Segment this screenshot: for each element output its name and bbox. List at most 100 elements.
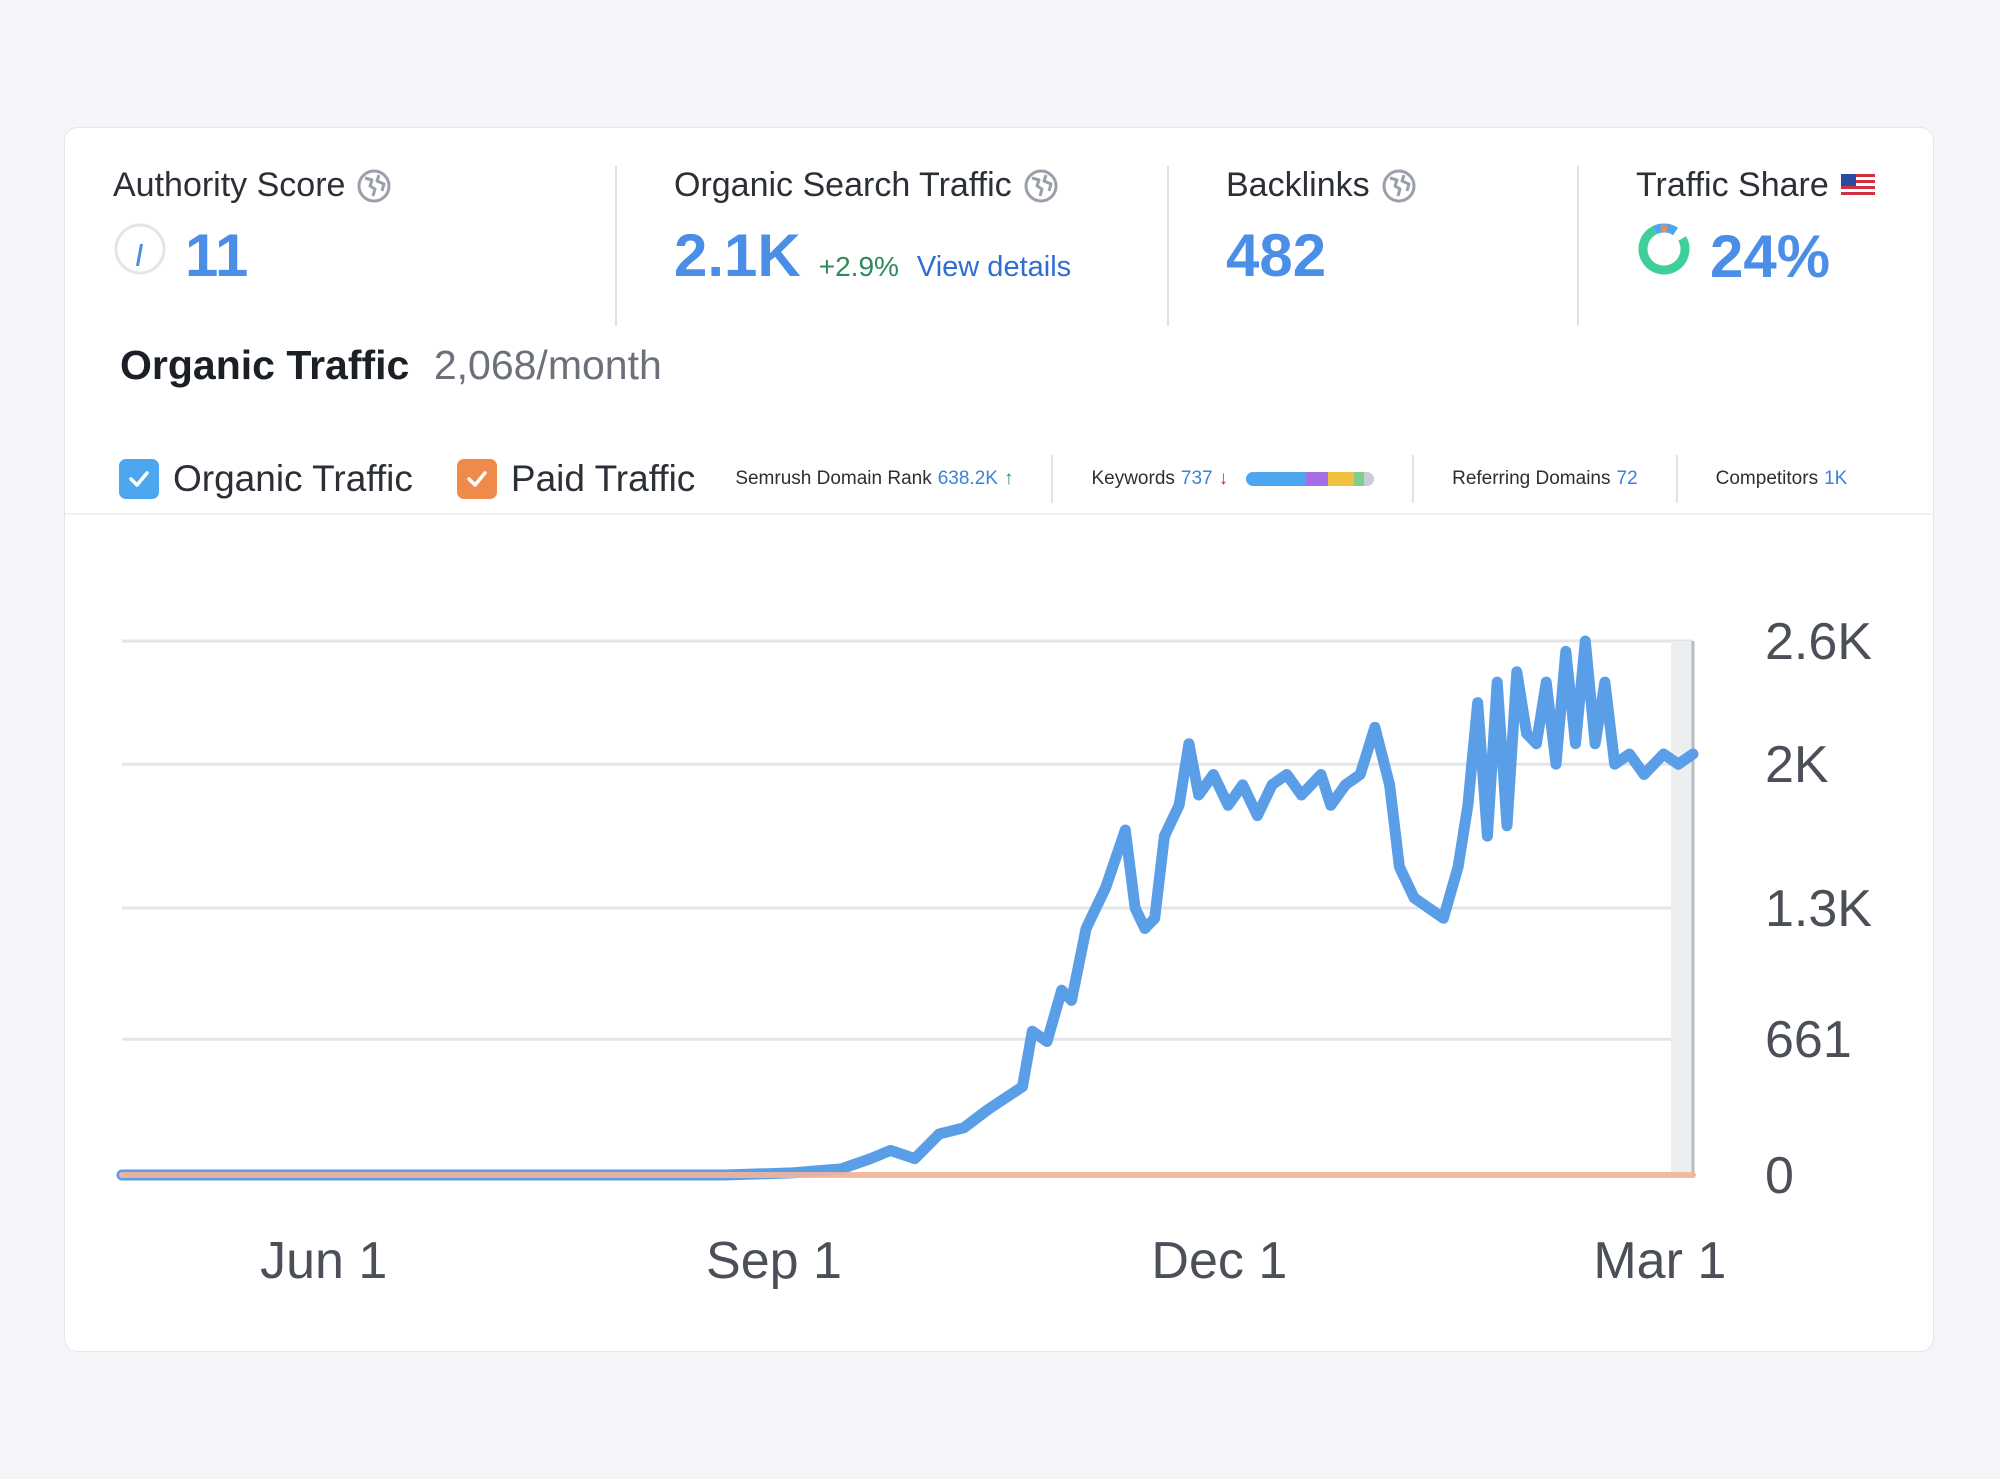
traffic-share-label: Traffic Share <box>1636 166 1829 204</box>
us-flag-icon <box>1840 173 1875 198</box>
data-point <box>1591 739 1600 748</box>
keywords-stat[interactable]: Keywords 737 ↓ <box>1091 468 1375 490</box>
domain-rank-label: Semrush Domain Rank <box>735 468 932 489</box>
data-point <box>1424 904 1433 912</box>
y-tick-label: 2.6K <box>1765 613 1872 671</box>
traffic-share-metric: Traffic Share 24% <box>1636 166 1875 291</box>
data-point <box>1082 924 1091 933</box>
organic-search-traffic-metric: Organic Search Traffic 2.1K +2.9% View d… <box>674 166 1071 290</box>
paid-traffic-checkbox[interactable] <box>456 459 497 499</box>
organic-search-traffic-value[interactable]: 2.1K <box>674 222 801 289</box>
data-point <box>1067 996 1076 1005</box>
domain-rank-stat[interactable]: Semrush Domain Rank 638.2K ↑ <box>735 468 1013 490</box>
data-point <box>1542 678 1551 687</box>
metric-divider <box>615 166 617 326</box>
authority-score-value[interactable]: 11 <box>185 222 249 289</box>
data-point <box>1209 770 1218 779</box>
keywords-label: Keywords <box>1091 468 1175 489</box>
data-point <box>1131 904 1140 912</box>
data-point <box>1493 678 1502 687</box>
view-details-link[interactable]: View details <box>916 251 1072 283</box>
data-point <box>1268 780 1277 789</box>
data-point <box>1674 760 1683 769</box>
data-point <box>1140 924 1149 933</box>
data-point <box>1018 1082 1027 1091</box>
competitors-stat[interactable]: Competitors 1K <box>1716 468 1848 490</box>
data-point <box>1238 780 1247 789</box>
data-point <box>1224 801 1233 810</box>
organic-traffic-legend-label[interactable]: Organic Traffic <box>173 458 413 499</box>
data-point <box>1356 770 1365 779</box>
globe-icon[interactable] <box>1382 169 1416 203</box>
data-point <box>1160 832 1169 841</box>
data-point <box>1297 791 1306 800</box>
traffic-share-donut-icon <box>1638 223 1690 275</box>
y-tick-label: 2K <box>1765 736 1829 794</box>
section-title: Organic Traffic <box>120 342 410 388</box>
data-point <box>1121 825 1130 834</box>
metric-divider <box>1167 166 1169 326</box>
x-tick-label: Sep 1 <box>706 1232 842 1290</box>
keywords-distribution-bar <box>1246 472 1375 486</box>
chart-controls-row: Organic Traffic Paid Traffic Semrush Dom… <box>119 452 1847 506</box>
globe-icon[interactable] <box>357 169 391 203</box>
paid-traffic-legend-label[interactable]: Paid Traffic <box>510 458 696 499</box>
data-point <box>1581 637 1590 645</box>
referring-domains-stat[interactable]: Referring Domains 72 <box>1452 468 1638 490</box>
referring-domains-label: Referring Domains <box>1452 468 1611 489</box>
data-point <box>1640 770 1649 779</box>
organic-traffic-heading: Organic Traffic 2,068/month <box>120 342 662 389</box>
backlinks-metric: Backlinks 482 <box>1226 166 1416 290</box>
organic-traffic-checkbox[interactable] <box>119 459 159 499</box>
stat-divider <box>1412 455 1415 503</box>
data-point <box>1439 914 1448 923</box>
data-point <box>1042 1037 1051 1046</box>
data-point <box>1600 678 1609 687</box>
data-point <box>886 1146 895 1155</box>
globe-icon[interactable] <box>1024 169 1058 203</box>
x-tick-label: Dec 1 <box>1151 1232 1287 1290</box>
data-point <box>1341 780 1350 789</box>
data-point <box>1194 791 1203 800</box>
data-point <box>1385 780 1394 789</box>
data-point <box>1410 893 1419 902</box>
stat-divider <box>1675 455 1678 503</box>
organic-traffic-chart[interactable]: 2.6K 2K 1.3K 661 0 Jun 1 Sep 1 Dec 1 Mar 1 <box>65 128 1934 1352</box>
data-point <box>1532 739 1541 748</box>
backlinks-value[interactable]: 482 <box>1226 222 1327 289</box>
traffic-change-badge: +2.9% <box>818 251 899 282</box>
data-point <box>1503 821 1512 830</box>
checkmark-icon <box>129 471 149 487</box>
data-point <box>1571 739 1580 748</box>
traffic-share-value[interactable]: 24% <box>1710 223 1831 290</box>
data-point <box>1512 667 1521 676</box>
data-point <box>1625 749 1634 758</box>
data-point <box>837 1164 846 1173</box>
data-point <box>1689 749 1697 758</box>
data-point <box>1150 914 1159 923</box>
trend-down-icon: ↓ <box>1218 468 1229 489</box>
stat-divider <box>1051 455 1054 503</box>
data-point <box>1184 739 1193 748</box>
data-point <box>1463 801 1472 810</box>
data-point <box>1253 811 1262 820</box>
checkmark-icon <box>467 471 487 487</box>
data-point <box>935 1129 944 1138</box>
data-point <box>1659 749 1668 758</box>
data-point <box>1175 801 1184 810</box>
data-point <box>1483 832 1492 841</box>
monthly-traffic-value: 2,068/month <box>433 342 662 388</box>
data-point <box>1370 723 1379 732</box>
data-point <box>1028 1027 1037 1036</box>
data-point <box>120 1173 124 1177</box>
current-period-band <box>1671 641 1693 1175</box>
row-divider <box>65 513 1933 515</box>
referring-domains-value: 72 <box>1616 468 1638 489</box>
data-point <box>1454 862 1463 871</box>
data-point <box>1473 698 1482 707</box>
data-point <box>866 1154 875 1163</box>
metric-divider <box>1577 166 1579 326</box>
data-point <box>1395 862 1404 871</box>
domain-overview-card: Authority Score 11 Organic Search Traffi… <box>64 127 1934 1352</box>
competitors-value: 1K <box>1824 468 1848 489</box>
